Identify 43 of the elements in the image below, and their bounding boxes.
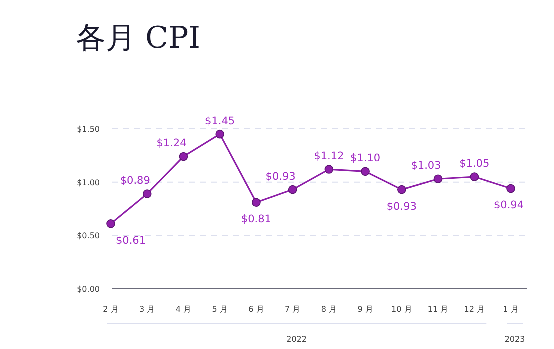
x-tick-label: 9 月 (358, 305, 374, 314)
x-tick-label: 5 月 (212, 305, 228, 314)
x-tick-label: 4 月 (176, 305, 192, 314)
x-tick-label: 12 月 (464, 305, 486, 314)
point (398, 185, 406, 194)
point (179, 152, 188, 162)
point (142, 190, 152, 198)
x-tick-label: 7 月 (285, 305, 301, 314)
data-label: $1.05 (460, 158, 490, 170)
data-label: $1.45 (205, 115, 236, 128)
data-label: $1.24 (156, 138, 188, 150)
x-tick-label: 6 月 (248, 305, 264, 314)
data-label: $0.61 (116, 234, 146, 247)
point (434, 174, 443, 184)
data-label: $1.12 (314, 150, 344, 163)
y-tick-label: $0.50 (77, 232, 100, 241)
x-tick-label: 3 月 (140, 305, 156, 314)
point (361, 167, 370, 176)
x-tick-label: 1 月 (503, 305, 519, 314)
data-label: $0.94 (494, 200, 524, 212)
data-label: $0.93 (266, 170, 296, 183)
point (106, 220, 116, 228)
chart-title: 各月 CPI (76, 21, 201, 56)
x-tick-label: 8 月 (321, 305, 337, 314)
point (470, 172, 480, 182)
x-tick-label: 2 月 (103, 305, 119, 314)
point (324, 165, 334, 174)
y-tick-label: $0.00 (77, 285, 100, 294)
x-tick-label: 10 月 (392, 305, 412, 314)
data-label: $0.89 (120, 175, 150, 188)
point (506, 184, 516, 194)
text: 2023 (504, 335, 526, 344)
point (216, 130, 224, 139)
point (252, 198, 261, 207)
y-tick-label: $1.00 (77, 178, 100, 188)
data-label: $1.10 (350, 152, 381, 165)
data-label: $0.81 (241, 214, 272, 226)
point (288, 185, 298, 194)
y-tick-label: $1.50 (77, 125, 100, 134)
data-label: $0.93 (386, 200, 417, 213)
data-label: $1.03 (411, 160, 442, 172)
x-tick-label: 11 月 (428, 305, 449, 314)
text: 2022 (286, 335, 307, 344)
